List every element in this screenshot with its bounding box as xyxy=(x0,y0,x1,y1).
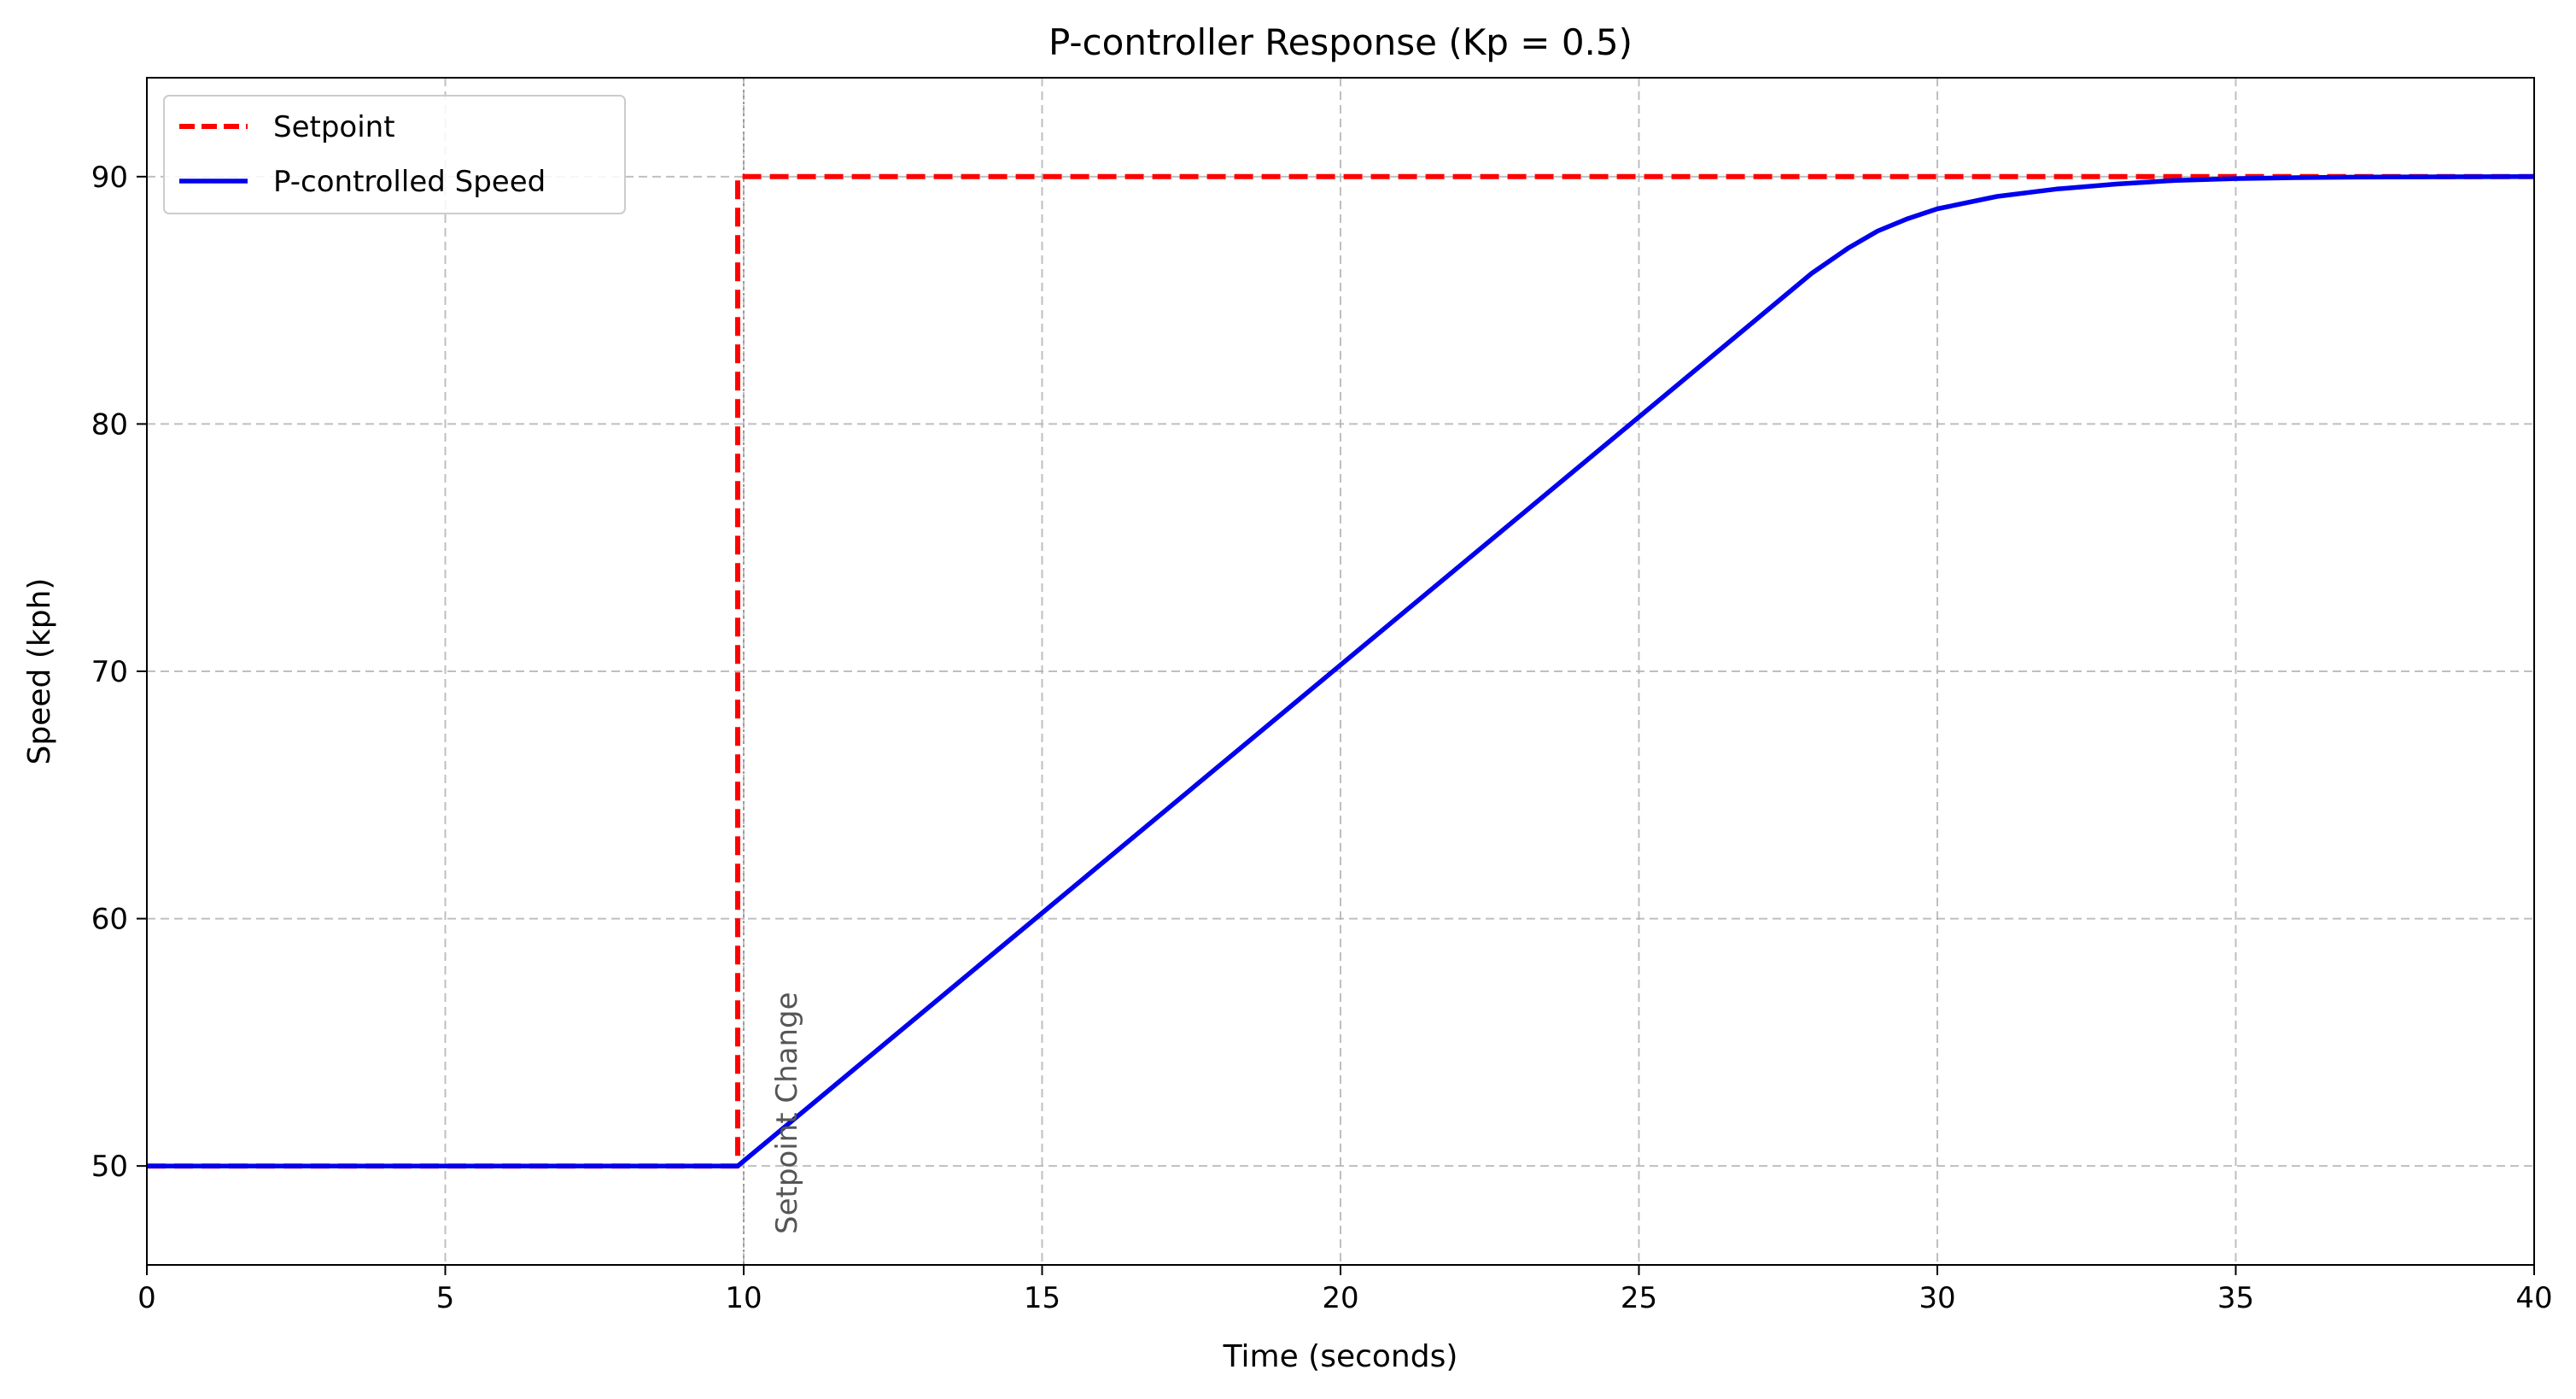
x-axis-ticks: 0 5 10 15 20 25 30 35 40 xyxy=(137,1265,2553,1315)
x-tick-label: 15 xyxy=(1024,1281,1060,1315)
x-tick-label: 30 xyxy=(1919,1281,1955,1315)
chart-title: P-controller Response (Kp = 0.5) xyxy=(1049,21,1633,63)
legend-label: P-controlled Speed xyxy=(273,165,546,199)
x-tick-label: 25 xyxy=(1621,1281,1657,1315)
y-tick-label: 60 xyxy=(91,903,128,937)
legend-box xyxy=(163,95,626,214)
grid xyxy=(146,78,2535,1265)
x-tick-label: 20 xyxy=(1322,1281,1358,1315)
x-axis-label: Time (seconds) xyxy=(1223,1339,1458,1374)
y-tick-label: 90 xyxy=(91,161,128,195)
y-tick-label: 50 xyxy=(91,1150,128,1184)
series-lines xyxy=(147,173,2535,1169)
x-tick-label: 0 xyxy=(137,1281,156,1315)
setpoint-change-annotation: Setpoint Change xyxy=(770,992,804,1234)
y-axis-label: Speed (kph) xyxy=(22,578,57,765)
x-tick-label: 10 xyxy=(725,1281,762,1315)
legend-label: Setpoint xyxy=(273,110,395,144)
annotations: Setpoint Change xyxy=(770,992,804,1234)
series-line-speed xyxy=(147,174,2535,1168)
y-tick-label: 70 xyxy=(91,655,128,689)
x-tick-label: 40 xyxy=(2515,1281,2552,1315)
y-axis-ticks: 50 60 70 80 90 xyxy=(91,161,147,1184)
y-tick-label: 80 xyxy=(91,407,128,442)
x-tick-label: 35 xyxy=(2217,1281,2254,1315)
legend: Setpoint P-controlled Speed xyxy=(163,95,626,214)
x-tick-label: 5 xyxy=(436,1281,455,1315)
